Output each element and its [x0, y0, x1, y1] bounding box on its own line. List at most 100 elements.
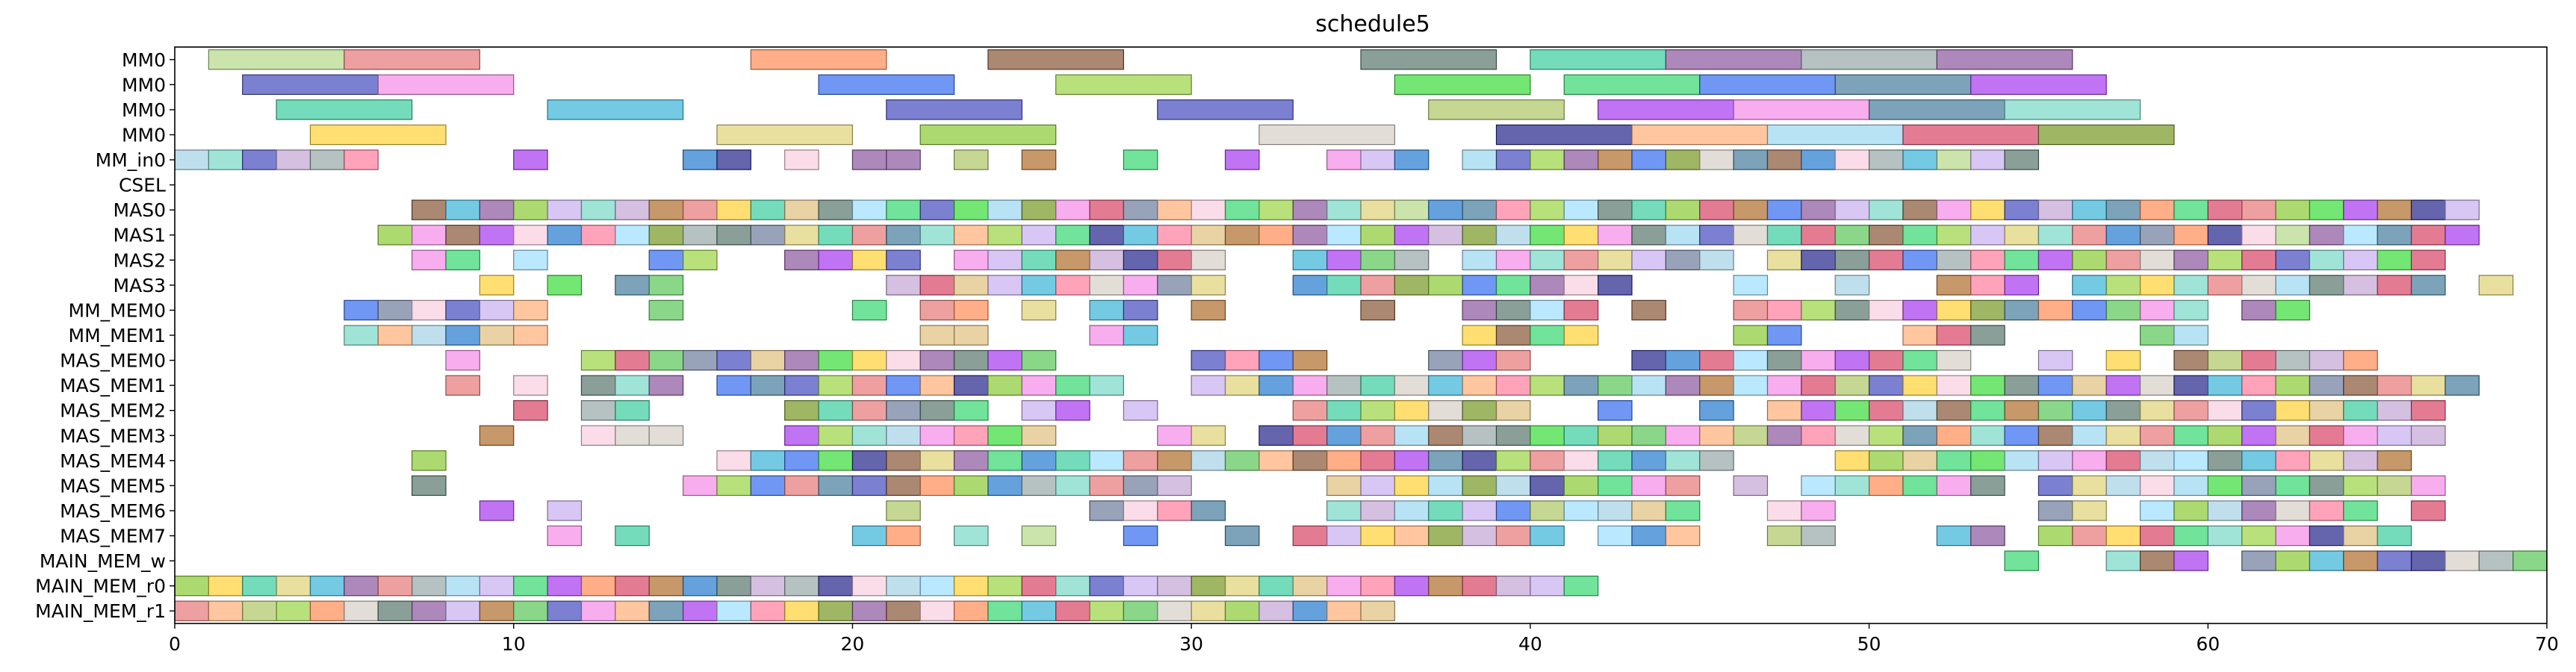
task-bar: [1564, 75, 1699, 94]
task-bar: [2005, 276, 2038, 295]
task-bar: [1361, 250, 1394, 270]
task-bar: [955, 300, 988, 320]
y-tick-label: MAS_MEM4: [60, 450, 166, 472]
task-bar: [751, 200, 784, 220]
task-bar: [2073, 476, 2106, 495]
task-bar: [988, 451, 1022, 470]
task-bar: [2208, 200, 2241, 220]
task-bar: [1090, 576, 1123, 596]
task-bar: [852, 451, 886, 470]
task-bar: [1394, 451, 1428, 470]
task-bar: [1767, 200, 1801, 220]
task-bar: [1191, 200, 1225, 220]
task-bar: [1530, 501, 1564, 520]
task-bar: [1158, 200, 1191, 220]
task-bar: [1632, 526, 1666, 545]
task-bar: [1937, 200, 1970, 220]
task-bar: [446, 376, 479, 395]
task-bar: [2309, 225, 2343, 245]
task-bar: [1869, 200, 1903, 220]
task-bar: [1564, 225, 1598, 245]
task-bar: [1191, 426, 1225, 445]
task-bar: [344, 300, 378, 320]
task-bar: [2377, 376, 2411, 395]
task-bar: [751, 225, 784, 245]
task-bar: [547, 601, 581, 620]
task-bar: [887, 401, 920, 420]
task-bar: [1903, 300, 1937, 320]
task-bar: [479, 501, 513, 520]
task-bar: [1903, 350, 1937, 370]
task-bar: [412, 451, 446, 470]
task-bar: [2005, 200, 2038, 220]
task-bar: [1293, 276, 1326, 295]
task-bar: [1971, 276, 2005, 295]
task-bar: [1869, 300, 1903, 320]
task-bar: [2174, 276, 2208, 295]
task-bar: [479, 576, 513, 596]
task-bar: [887, 200, 920, 220]
task-bar: [208, 601, 242, 620]
task-bar: [1598, 526, 1632, 545]
task-bar: [1394, 376, 1428, 395]
task-bar: [2038, 376, 2072, 395]
task-bar: [2412, 250, 2445, 270]
task-bar: [1632, 125, 1767, 144]
y-tick-label: MM_MEM1: [69, 325, 166, 346]
task-bar: [1293, 350, 1326, 370]
task-bar: [1869, 451, 1903, 470]
task-bar: [920, 476, 954, 495]
task-bar: [547, 526, 581, 545]
task-bar: [852, 601, 886, 620]
task-bar: [2479, 551, 2513, 570]
task-bar: [310, 150, 344, 169]
task-bar: [1123, 250, 1157, 270]
task-bar: [649, 200, 683, 220]
task-bar: [852, 250, 886, 270]
task-bar: [2513, 551, 2547, 570]
task-bar: [1496, 150, 1530, 169]
task-bar: [243, 601, 276, 620]
task-bar: [1666, 426, 1699, 445]
task-bar: [717, 451, 751, 470]
task-bar: [412, 300, 446, 320]
task-bar: [1462, 526, 1496, 545]
task-bar: [1632, 451, 1666, 470]
task-bar: [2174, 451, 2208, 470]
task-bar: [1666, 200, 1699, 220]
task-bar: [2309, 551, 2343, 570]
task-bar: [2309, 426, 2343, 445]
task-bar: [2141, 300, 2174, 320]
task-bar: [1191, 350, 1225, 370]
task-bar: [1327, 150, 1361, 169]
task-bar: [1530, 426, 1564, 445]
task-bar: [1530, 225, 1564, 245]
task-bar: [2276, 350, 2309, 370]
task-bar: [514, 225, 547, 245]
task-bar: [2276, 526, 2309, 545]
task-bar: [514, 376, 547, 395]
task-bar: [920, 401, 954, 420]
task-bar: [1293, 451, 1326, 470]
task-bar: [819, 601, 852, 620]
task-bar: [2005, 100, 2140, 119]
task-bar: [1361, 200, 1394, 220]
task-bar: [1496, 326, 1530, 345]
task-bar: [988, 476, 1022, 495]
task-bar: [1056, 576, 1090, 596]
task-bar: [1700, 426, 1734, 445]
task-bar: [852, 576, 886, 596]
task-bar: [1158, 601, 1191, 620]
task-bar: [887, 601, 920, 620]
task-bar: [1666, 50, 1801, 69]
task-bar: [887, 225, 920, 245]
task-bar: [378, 75, 513, 94]
y-tick-label: MAS_MEM1: [60, 375, 166, 396]
task-bar: [1530, 526, 1564, 545]
task-bar: [1361, 150, 1394, 169]
task-bar: [1869, 100, 2005, 119]
task-bar: [2005, 225, 2038, 245]
task-bar: [1429, 576, 1462, 596]
task-bar: [1327, 601, 1361, 620]
task-bar: [1971, 476, 2005, 495]
